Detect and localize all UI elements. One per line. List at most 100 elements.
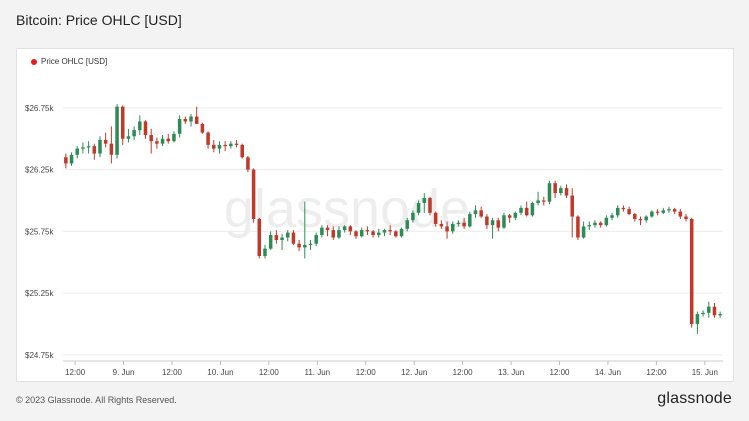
candle-body <box>257 219 262 257</box>
candle-body <box>416 202 421 213</box>
candle-body <box>610 215 614 218</box>
candle-body <box>268 235 273 249</box>
candle-body <box>126 136 131 139</box>
candle-body <box>274 235 279 240</box>
candle-body <box>297 243 301 248</box>
candle-body <box>695 314 700 324</box>
candle-body <box>115 106 119 155</box>
candle-body <box>433 212 438 224</box>
candle-body <box>240 144 244 158</box>
candle-body <box>576 216 580 238</box>
candle-body <box>325 227 330 231</box>
candle-body <box>547 183 552 202</box>
candle-body <box>155 141 159 144</box>
candle-body <box>194 116 199 124</box>
candle-body <box>92 146 97 154</box>
candle-body <box>570 195 574 217</box>
candle-body <box>553 183 557 194</box>
chart-card: Price OHLC [USD] glassnode $24.75k $25.25k… <box>16 48 734 382</box>
candle-body <box>593 222 597 226</box>
candle-body <box>633 214 637 219</box>
candle-body <box>490 220 495 226</box>
candle-body <box>524 207 529 216</box>
y-tick-label: $24.75k <box>25 351 54 360</box>
x-tick-label: 12:00 <box>65 368 86 377</box>
candle-body <box>223 144 227 147</box>
candle-body <box>138 121 142 131</box>
candle-body <box>103 139 108 144</box>
candle-body <box>479 210 483 217</box>
candle-body <box>331 230 336 238</box>
candle-body <box>320 227 324 236</box>
candle-body <box>473 210 478 215</box>
candle-body <box>291 232 296 244</box>
candle-body <box>559 188 563 194</box>
candle-body <box>661 210 666 213</box>
candle-body <box>530 202 535 216</box>
page-title: Bitcoin: Price OHLC [USD] <box>16 12 182 28</box>
candle-body <box>650 211 654 217</box>
y-tick-label: $25.75k <box>25 227 54 236</box>
y-tick-label: $26.75k <box>25 104 54 113</box>
candle-body <box>64 157 68 164</box>
candle-body <box>462 222 466 227</box>
x-tick-label: 12:00 <box>356 368 377 377</box>
legend-label: Price OHLC [USD] <box>41 57 108 66</box>
candle-body <box>377 232 381 236</box>
candle-body <box>627 209 631 215</box>
candle-body <box>564 188 569 196</box>
candle-body <box>644 216 648 221</box>
candle-body <box>399 228 404 237</box>
candle-body <box>206 132 210 145</box>
candle-body <box>707 306 711 313</box>
x-tick-label: 12:00 <box>162 368 183 377</box>
x-tick-label: 15. Jun <box>692 368 718 377</box>
candle-body <box>718 314 722 316</box>
candle-body <box>712 306 717 316</box>
candle-body <box>132 130 136 137</box>
candle-body <box>98 139 102 154</box>
candle-body <box>234 143 239 145</box>
candle-body <box>655 211 660 213</box>
candle-body <box>149 135 153 142</box>
ohlc-chart[interactable]: glassnode$24.75k$25.25k$25.75k$26.25k$26… <box>17 49 733 381</box>
x-tick-label: 13. Jun <box>498 368 524 377</box>
x-tick-label: 10. Jun <box>207 368 233 377</box>
candle-body <box>445 226 449 232</box>
candle-body <box>513 212 518 218</box>
legend-dot-icon <box>31 58 37 65</box>
candle-body <box>337 230 341 238</box>
candle-body <box>251 169 256 219</box>
candle-body <box>428 198 432 213</box>
glassnode-logo[interactable]: glassnode <box>657 390 732 407</box>
legend[interactable]: Price OHLC [USD] <box>31 57 107 66</box>
candle-body <box>587 225 592 227</box>
candle-body <box>342 226 347 231</box>
candle-body <box>75 148 79 155</box>
candle-body <box>667 209 671 211</box>
candle-body <box>405 220 409 229</box>
candle-body <box>598 222 603 226</box>
candle-body <box>394 231 398 237</box>
candle-body <box>177 118 182 134</box>
candle-body <box>536 200 540 203</box>
candle-body <box>365 230 370 232</box>
x-tick-label: 12. Jun <box>401 368 427 377</box>
candle-body <box>422 198 427 203</box>
x-tick-label: 11. Jun <box>304 368 330 377</box>
candle-body <box>189 116 193 122</box>
candle-body <box>456 222 461 224</box>
candle-body <box>678 211 683 217</box>
candle-body <box>109 143 114 155</box>
candle-body <box>217 144 222 149</box>
candle-body <box>354 231 358 237</box>
candle-body <box>439 223 444 227</box>
candle-body <box>280 237 284 240</box>
candle-body <box>542 200 546 202</box>
candle-body <box>285 232 290 238</box>
candle-body <box>450 223 455 232</box>
candle-body <box>701 312 705 315</box>
candle-body <box>689 219 694 324</box>
candle-body <box>485 216 489 226</box>
candle-body <box>502 215 506 228</box>
